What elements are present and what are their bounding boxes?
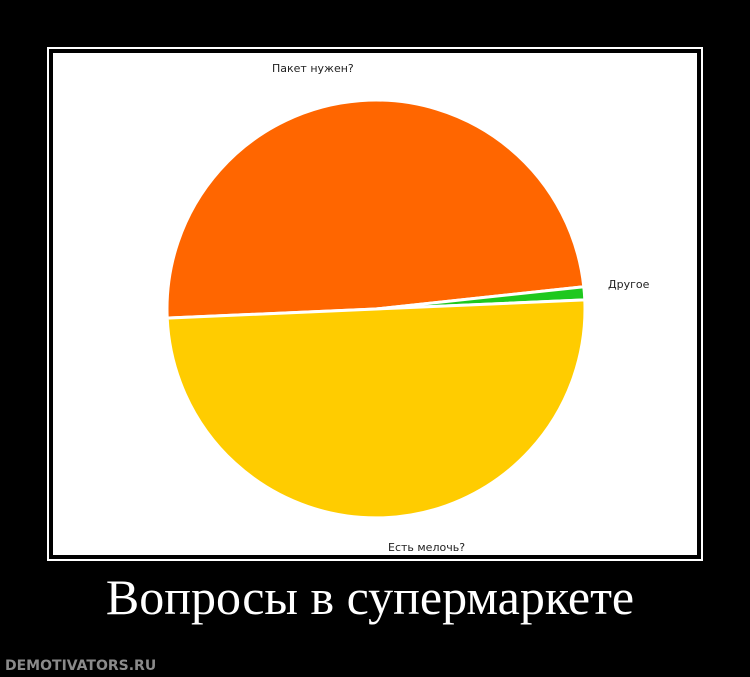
- slice-label-change: Есть мелочь?: [388, 541, 465, 554]
- poster-caption: Вопросы в супермаркете: [105, 569, 635, 625]
- watermark: DEMOTIVATORS.RU: [5, 658, 157, 674]
- slice-change: [165, 298, 587, 520]
- poster-frame: [47, 47, 703, 561]
- slice-label-bag: Пакет нужен?: [272, 62, 354, 75]
- slice-bag: [165, 98, 586, 320]
- slice-label-other: Другое: [608, 278, 650, 291]
